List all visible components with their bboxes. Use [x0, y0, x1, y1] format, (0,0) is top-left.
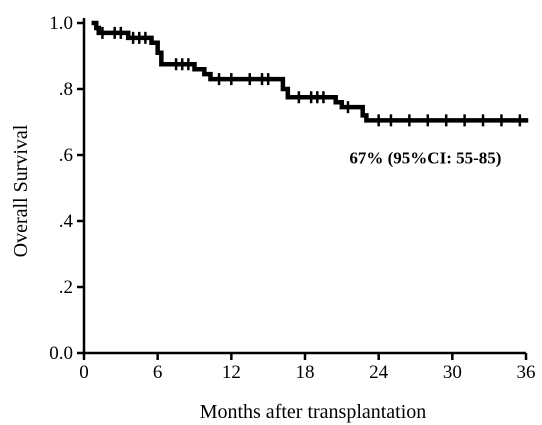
annotations: 67% (95%CI: 55-85) — [349, 148, 501, 167]
x-tick-label: 0 — [79, 362, 89, 383]
x-tick-label: 6 — [153, 362, 163, 383]
y-tick-label: .8 — [59, 79, 73, 100]
x-tick-label: 30 — [443, 362, 462, 383]
x-tick-label: 12 — [222, 362, 241, 383]
y-tick-label: .4 — [59, 211, 74, 232]
y-tick-label: .6 — [59, 145, 73, 166]
censor-marks — [101, 26, 522, 127]
x-axis-title: Months after transplantation — [200, 401, 427, 423]
x-ticks: 0 6 12 18 24 30 36 — [79, 353, 536, 383]
survival-estimate-annotation: 67% (95%CI: 55-85) — [349, 148, 501, 167]
y-tick-label: .2 — [59, 277, 73, 298]
x-tick-label: 36 — [517, 362, 536, 383]
y-tick-label: 0.0 — [49, 343, 73, 364]
y-tick-label: 1.0 — [49, 13, 73, 34]
x-tick-label: 18 — [296, 362, 315, 383]
survival-step-line — [91, 20, 529, 123]
axes — [82, 18, 526, 355]
y-ticks: 0.0 .2 .4 .6 .8 1.0 — [49, 13, 84, 364]
x-tick-label: 24 — [369, 362, 389, 383]
y-axis-title: Overall Survival — [10, 124, 32, 257]
survival-curve — [91, 20, 529, 123]
